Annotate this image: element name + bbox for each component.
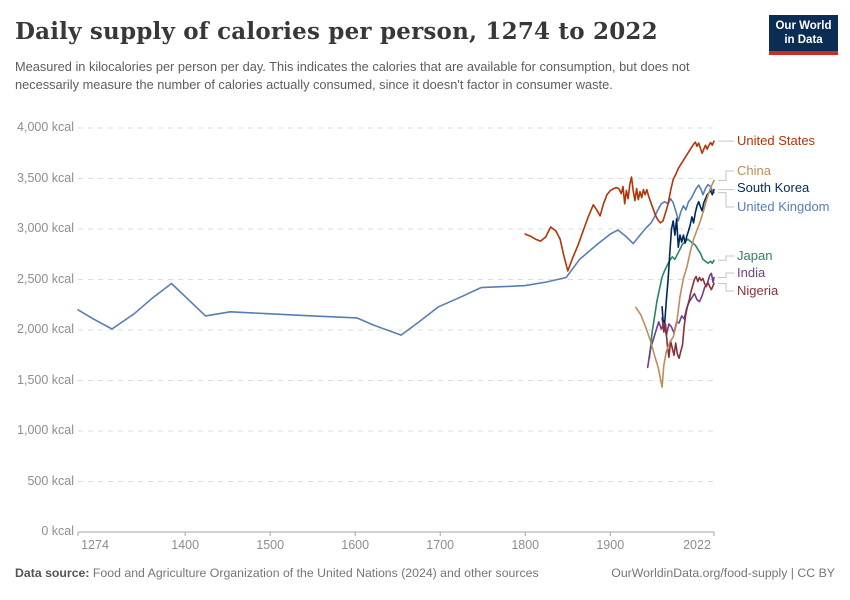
series-line-japan [648, 238, 715, 360]
y-tick-label-0: 0 kcal [41, 524, 74, 538]
legend-label-india[interactable]: India [737, 265, 766, 280]
series-line-china [635, 179, 715, 388]
x-tick-label-1600: 1600 [341, 538, 370, 552]
x-tick-label-1400: 1400 [171, 538, 200, 552]
y-tick-label-2500: 2,500 kcal [17, 271, 74, 286]
y-tick-label-2000: 2,000 kcal [17, 322, 74, 336]
y-tick-label-4000: 4,000 kcal [17, 120, 74, 134]
y-tick-label-500: 500 kcal [27, 473, 74, 488]
x-tick-label-1900: 1900 [596, 538, 625, 552]
owid-logo-line1: Our World [775, 19, 832, 32]
page-subtitle: Measured in kilocalories per person per … [15, 59, 690, 92]
owid-credit-link[interactable]: OurWorldinData.org/food-supply | CC BY [611, 566, 835, 580]
y-tick-label-1500: 1,500 kcal [17, 372, 74, 387]
x-tick-label-1800: 1800 [511, 538, 540, 552]
series-line-nigeria [661, 275, 715, 360]
data-source-text: Food and Agriculture Organization of the… [89, 566, 539, 580]
legend-label-japan[interactable]: Japan [737, 248, 773, 263]
owid-logo-line2: in Data [784, 34, 823, 46]
x-tick-label-1274: 1274 [81, 538, 109, 552]
data-source-note: Data source: Food and Agriculture Organi… [15, 566, 539, 580]
chart-footer: Data source: Food and Agriculture Organi… [0, 566, 850, 580]
legend-label-nigeria[interactable]: Nigeria [737, 283, 779, 298]
y-tick-label-3000: 3,000 kcal [17, 221, 74, 235]
legend-connector-india [718, 272, 734, 278]
legend-label-united-kingdom[interactable]: United Kingdom [737, 199, 830, 214]
legend-label-south-korea[interactable]: South Korea [737, 180, 810, 195]
legend-connector-china [718, 170, 734, 182]
data-source-label: Data source: [15, 566, 90, 580]
series-line-south-korea [661, 188, 715, 324]
page-title: Daily supply of calories per person, 127… [15, 18, 658, 45]
legend-connector-japan [718, 255, 734, 261]
legend-label-china[interactable]: China [737, 163, 771, 178]
x-tick-label-2022: 2022 [683, 538, 711, 552]
x-tick-label-1700: 1700 [426, 538, 455, 552]
y-tick-label-1000: 1,000 kcal [17, 423, 74, 437]
legend-connector-united-kingdom [718, 192, 734, 208]
x-tick-label-1500: 1500 [256, 538, 285, 552]
series-line-united-kingdom [77, 183, 715, 336]
y-tick-label-3500: 3,500 kcal [17, 170, 74, 185]
legend-connector-nigeria [718, 283, 734, 292]
series-line-united-states [524, 140, 715, 272]
legend-label-united-states[interactable]: United States [737, 133, 816, 148]
owid-logo[interactable]: Our World in Data [769, 15, 838, 55]
